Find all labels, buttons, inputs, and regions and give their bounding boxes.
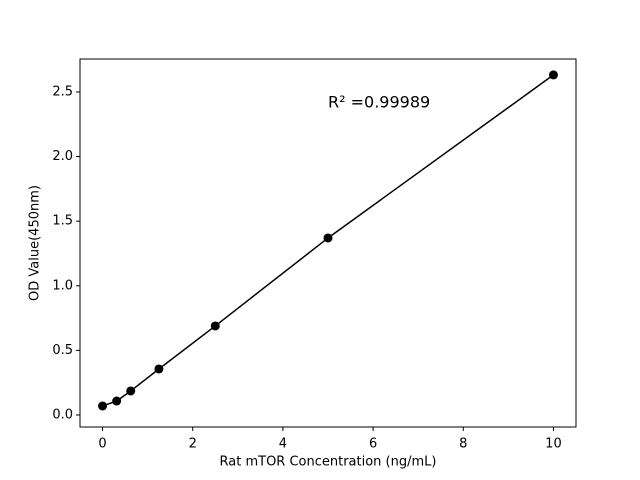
point (548, 70, 558, 80)
y-tick-label: 1.5 (52, 214, 73, 229)
y-tick-label: 1.0 (52, 278, 73, 293)
x-tick-label: 8 (459, 437, 467, 452)
y-tick-label: 2.5 (52, 84, 73, 99)
x-tick-label: 6 (369, 437, 377, 452)
y-tick-label: 2.0 (52, 149, 73, 164)
x-axis-label: Rat mTOR Concentration (ng/mL) (220, 455, 437, 470)
x-tick-label: 0 (98, 437, 106, 452)
annotation: R² =0.99989 (328, 93, 430, 112)
point (323, 233, 333, 243)
y-tick-label: 0.5 (52, 343, 73, 358)
point (210, 321, 220, 331)
x-tick-label: 2 (189, 437, 197, 452)
x-tick-label: 4 (279, 437, 287, 452)
plot-frame (79, 58, 577, 428)
point (98, 401, 108, 411)
point (126, 386, 136, 396)
x-tick-label: 10 (545, 437, 562, 452)
point (112, 396, 122, 406)
point (154, 364, 164, 374)
y-tick-label: 0.0 (52, 407, 73, 422)
y-axis-label: OD Value(450nm) (28, 185, 43, 301)
